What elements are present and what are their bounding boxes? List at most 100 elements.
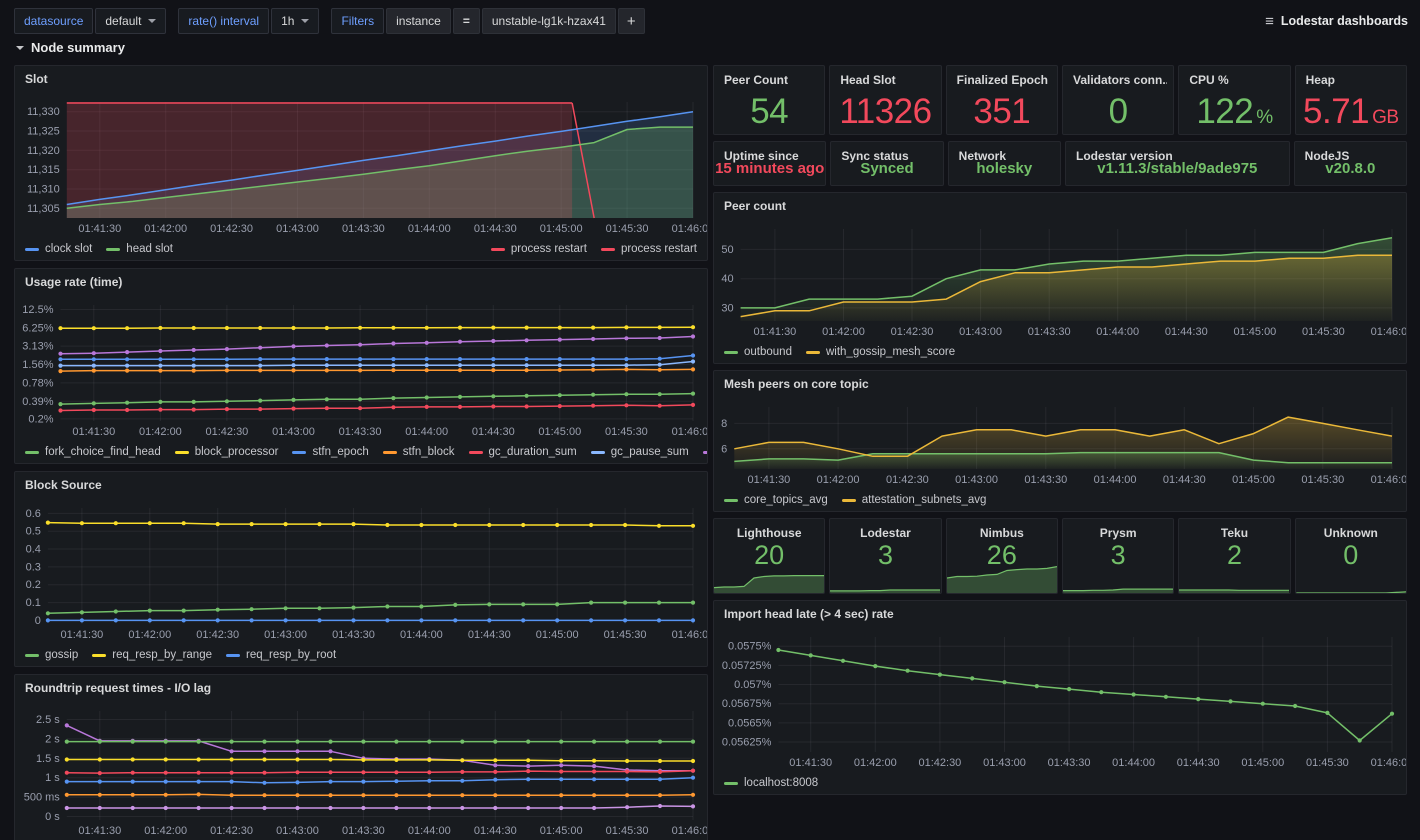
stat-sync-status: Sync status Synced bbox=[830, 141, 944, 186]
svg-text:0.0565%: 0.0565% bbox=[728, 717, 772, 729]
legend-item[interactable]: stfn_block bbox=[382, 446, 455, 458]
svg-text:01:44:00: 01:44:00 bbox=[1112, 757, 1155, 769]
svg-text:12.5%: 12.5% bbox=[22, 304, 53, 316]
dashboards-menu-link[interactable]: ≡ Lodestar dashboards bbox=[1265, 13, 1408, 30]
svg-text:01:41:30: 01:41:30 bbox=[78, 825, 121, 837]
legend-item[interactable]: req_resp_by_root bbox=[226, 649, 336, 661]
panel-title-block-source[interactable]: Block Source bbox=[25, 478, 102, 492]
chevron-down-icon bbox=[16, 45, 24, 50]
legend-item[interactable]: gc_pause_sum bbox=[590, 446, 689, 458]
legend-item[interactable]: localhost:8008 bbox=[724, 777, 818, 789]
stat-head-slot: Head Slot 11326 bbox=[829, 65, 942, 135]
svg-text:01:42:00: 01:42:00 bbox=[854, 757, 897, 769]
mesh-peers-chart[interactable]: 6 8 01:41:30 01:42:00 01:42:30 01:43:00 01:43:… bbox=[714, 397, 1406, 489]
svg-text:01:43:00: 01:43:00 bbox=[983, 757, 1026, 769]
panel-title-import-head-late[interactable]: Import head late (> 4 sec) rate bbox=[724, 607, 894, 621]
filter-key-chip[interactable]: instance bbox=[386, 8, 451, 34]
stat-client-prysm: Prysm 3 bbox=[1061, 518, 1175, 594]
legend-item[interactable]: process restart bbox=[490, 243, 587, 255]
legend-item[interactable]: fork_choice_find_head bbox=[25, 446, 161, 458]
svg-text:01:42:30: 01:42:30 bbox=[918, 757, 961, 769]
panel-title-mesh-peers[interactable]: Mesh peers on core topic bbox=[724, 377, 869, 391]
var-value-rate-interval: 1h bbox=[281, 14, 295, 28]
chevron-down-icon bbox=[148, 19, 157, 23]
block-source-legend: gossip req_resp_by_range req_resp_by_roo… bbox=[15, 644, 707, 666]
svg-text:01:46:00: 01:46:00 bbox=[672, 426, 707, 438]
panel-usage-rate: Usage rate (time) 0.2% 0.39% 0.78% 1.56% 3.1… bbox=[14, 268, 708, 464]
svg-text:01:44:30: 01:44:30 bbox=[472, 426, 515, 438]
roundtrip-chart[interactable]: 0 s 500 ms 1 s 1.5 s 2 s 2.5 s 01:41:30 01:42:0… bbox=[15, 701, 707, 840]
panel-title-roundtrip[interactable]: Roundtrip request times - I/O lag bbox=[25, 681, 212, 695]
slot-chart[interactable]: 11,305 11,310 11,315 11,320 11,325 11,330 01:4… bbox=[15, 92, 707, 238]
legend-item[interactable]: block_processor bbox=[174, 446, 278, 458]
svg-text:2.5 s: 2.5 s bbox=[36, 714, 60, 726]
legend-item[interactable]: bls_thread_pool_sum bbox=[702, 446, 707, 458]
panel-title-usage-rate[interactable]: Usage rate (time) bbox=[25, 275, 123, 289]
svg-text:01:45:00: 01:45:00 bbox=[536, 629, 579, 641]
filter-operator-chip[interactable]: = bbox=[452, 8, 480, 34]
svg-text:50: 50 bbox=[721, 244, 733, 256]
svg-text:0.0575%: 0.0575% bbox=[728, 641, 772, 653]
svg-text:01:46:00: 01:46:00 bbox=[672, 825, 707, 837]
svg-text:01:44:30: 01:44:30 bbox=[1177, 757, 1220, 769]
legend-item[interactable]: outbound bbox=[724, 346, 792, 358]
block-source-chart[interactable]: 0 0.1 0.2 0.3 0.4 0.5 0.6 01:41:30 01:42:00 01:42… bbox=[15, 498, 707, 644]
svg-text:11,305: 11,305 bbox=[27, 203, 60, 215]
svg-text:01:43:00: 01:43:00 bbox=[959, 326, 1002, 338]
legend-item[interactable]: gc_duration_sum bbox=[468, 446, 577, 458]
svg-text:01:42:30: 01:42:30 bbox=[210, 223, 253, 235]
panel-block-source: Block Source 0 0.1 0.2 0.3 0.4 0.5 0.6 01:41:30… bbox=[14, 471, 708, 667]
section-node-summary[interactable]: Node summary bbox=[16, 40, 125, 55]
section-title: Node summary bbox=[31, 40, 125, 55]
var-value-datasource: default bbox=[105, 14, 142, 28]
svg-text:0.2%: 0.2% bbox=[28, 413, 53, 425]
legend-item[interactable]: req_resp_by_range bbox=[92, 649, 212, 661]
svg-text:500 ms: 500 ms bbox=[24, 792, 61, 804]
svg-text:01:43:00: 01:43:00 bbox=[272, 426, 315, 438]
peer-count-legend: outbound with_gossip_mesh_score bbox=[714, 341, 1406, 363]
legend-item[interactable]: with_gossip_mesh_score bbox=[805, 346, 955, 358]
svg-text:01:43:00: 01:43:00 bbox=[276, 223, 319, 235]
stat-uptime-since: Uptime since 15 minutes ago bbox=[713, 141, 827, 186]
svg-text:1.5 s: 1.5 s bbox=[36, 753, 60, 765]
import-head-late-chart[interactable]: 0.05625% 0.0565% 0.05675% 0.057% 0.05725% 0.0… bbox=[714, 627, 1406, 772]
svg-text:01:45:30: 01:45:30 bbox=[1302, 326, 1345, 338]
svg-text:01:46:00: 01:46:00 bbox=[1371, 326, 1406, 338]
usage-rate-chart[interactable]: 0.2% 0.39% 0.78% 1.56% 3.13% 6.25% 12.5% 01:41:… bbox=[15, 295, 707, 441]
add-filter-button[interactable]: + bbox=[617, 8, 645, 34]
legend-item[interactable]: head slot bbox=[106, 243, 173, 255]
legend-item[interactable]: core_topics_avg bbox=[724, 494, 828, 506]
var-label-datasource: datasource bbox=[14, 8, 94, 34]
svg-text:0.5: 0.5 bbox=[26, 526, 41, 538]
legend-item[interactable]: attestation_subnets_avg bbox=[841, 494, 986, 506]
var-select-rate-interval[interactable]: 1h bbox=[271, 8, 320, 34]
svg-text:01:45:30: 01:45:30 bbox=[1306, 757, 1349, 769]
svg-text:0.3: 0.3 bbox=[26, 561, 41, 573]
sparkline bbox=[946, 563, 1057, 593]
svg-text:01:43:30: 01:43:30 bbox=[1024, 474, 1067, 486]
var-select-datasource[interactable]: default bbox=[95, 8, 167, 34]
svg-text:01:44:30: 01:44:30 bbox=[1163, 474, 1206, 486]
svg-text:6: 6 bbox=[721, 443, 727, 455]
svg-text:01:45:00: 01:45:00 bbox=[538, 426, 581, 438]
legend-item[interactable]: gossip bbox=[25, 649, 78, 661]
svg-text:0.2: 0.2 bbox=[26, 579, 41, 591]
panel-title-slot[interactable]: Slot bbox=[25, 72, 48, 86]
svg-text:01:43:00: 01:43:00 bbox=[955, 474, 998, 486]
legend-item[interactable]: stfn_epoch bbox=[292, 446, 369, 458]
panel-roundtrip: Roundtrip request times - I/O lag 0 s 500… bbox=[14, 674, 708, 840]
svg-text:01:44:00: 01:44:00 bbox=[1096, 326, 1139, 338]
legend-item[interactable]: clock slot bbox=[25, 243, 92, 255]
sparkline bbox=[714, 563, 824, 593]
svg-text:6.25%: 6.25% bbox=[22, 322, 53, 334]
svg-text:1 s: 1 s bbox=[45, 772, 60, 784]
legend-item[interactable]: process restart bbox=[600, 243, 697, 255]
peer-count-chart[interactable]: 30 40 50 01:41:30 01:42:00 01:42:30 01:43:00 01… bbox=[714, 219, 1406, 341]
stat-validators-connected: Validators conn... 0 bbox=[1061, 65, 1175, 135]
panel-title-peer-count[interactable]: Peer count bbox=[724, 199, 787, 213]
panel-import-head-late: Import head late (> 4 sec) rate 0.05625%… bbox=[713, 600, 1407, 795]
svg-text:01:45:30: 01:45:30 bbox=[605, 426, 648, 438]
svg-text:01:44:30: 01:44:30 bbox=[468, 629, 511, 641]
filter-value-chip[interactable]: unstable-lg1k-hzax41 bbox=[481, 8, 616, 34]
